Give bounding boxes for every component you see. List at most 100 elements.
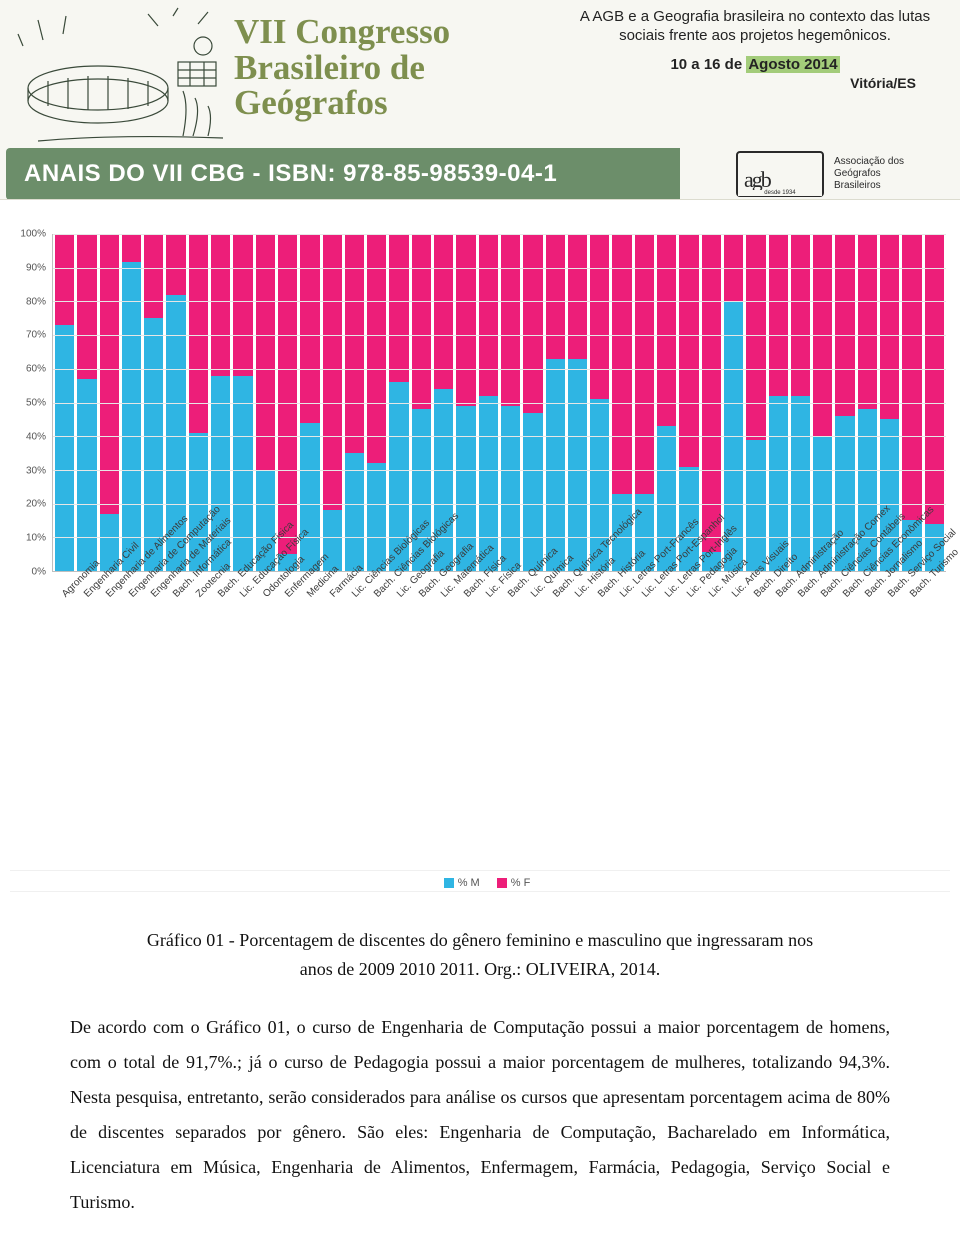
y-tick: 50% (26, 398, 46, 409)
x-tick: Lic. Química (523, 590, 542, 740)
agb-block: agb desde 1934 Associação dos Geógrafos … (680, 148, 960, 200)
legend-label-m: % M (458, 877, 480, 889)
x-tick: Lic. Matemática (434, 590, 453, 740)
bar-segment-f (835, 234, 854, 416)
x-tick: Lic. Ciências Biológicas (344, 590, 363, 740)
bar-segment-f (523, 234, 542, 413)
bar-segment-f (546, 234, 565, 359)
x-tick: Lic. Letras Port-Espanhol (635, 590, 654, 740)
x-tick: Lic. Música (702, 590, 721, 740)
y-tick: 100% (20, 229, 46, 240)
x-tick: Bach. Química (501, 590, 520, 740)
city-line: Vitória/ES (566, 75, 944, 91)
x-tick: Lic. Física (478, 590, 497, 740)
x-tick: Zootecnia (188, 590, 207, 740)
bar-segment-f (233, 234, 252, 376)
bar-segment-f (122, 234, 141, 262)
agb-text-2: Geógrafos (834, 168, 904, 180)
y-tick: 30% (26, 465, 46, 476)
stacked-bar-chart: 0%10%20%30%40%50%60%70%80%90%100% (10, 230, 950, 590)
sketch-illustration (0, 0, 230, 148)
bar-segment-f (858, 234, 877, 409)
context-line: A AGB e a Geografia brasileira no contex… (566, 8, 944, 46)
x-tick: Bach. Administração (769, 590, 788, 740)
y-tick: 90% (26, 262, 46, 273)
agb-logo: agb desde 1934 (736, 151, 824, 197)
x-tick: Engenharia Civil (76, 590, 95, 740)
agb-text-3: Brasileiros (834, 180, 904, 192)
bar-segment-f (323, 234, 342, 510)
bar-segment-f (880, 234, 899, 419)
title-line-2: Brasileiro de (234, 50, 556, 86)
y-tick: 20% (26, 499, 46, 510)
x-tick: Engenharia de Alimentos (99, 590, 118, 740)
header-banner: VII Congresso Brasileiro de Geógrafos A … (0, 0, 960, 200)
x-tick: Bach. Serviço Social (880, 590, 899, 740)
y-tick: 10% (26, 533, 46, 544)
bar-segment-m (77, 379, 96, 571)
x-tick: Bach. Informática (166, 590, 185, 740)
bar-segment-f (902, 234, 921, 520)
bar-segment-m (233, 376, 252, 571)
banner-context: A AGB e a Geografia brasileira no contex… (560, 0, 960, 148)
bar-segment-f (389, 234, 408, 382)
x-tick: Bach. Administração Comex (791, 590, 810, 740)
chart-legend: % M % F (10, 870, 950, 892)
x-tick: Farmácia (322, 590, 341, 740)
y-axis-labels: 0%10%20%30%40%50%60%70%80%90%100% (10, 234, 50, 572)
bar-segment-m (367, 463, 386, 571)
bar-segment-m (501, 406, 520, 571)
x-tick: Bach. Jornalismo (858, 590, 877, 740)
bar-segment-m (568, 359, 587, 571)
bar-segment-m (144, 318, 163, 571)
y-tick: 80% (26, 296, 46, 307)
x-tick: Lic. Educação Física (233, 590, 252, 740)
stadium-sketch-icon (8, 6, 228, 146)
bar-segment-f (456, 234, 475, 406)
x-tick: Lic. Artes Visuais (724, 590, 743, 740)
congress-title: VII Congresso Brasileiro de Geógrafos (230, 0, 560, 148)
isbn-bar: ANAIS DO VII CBG - ISBN: 978-85-98539-04… (6, 148, 680, 200)
bar-segment-m (122, 262, 141, 571)
x-tick: Bach. Ciências Biológicas (367, 590, 386, 740)
bar-segment-f (211, 234, 230, 376)
caption-line-2: anos de 2009 2010 2011. Org.: OLIVEIRA, … (300, 959, 660, 979)
bar-segment-f (925, 234, 944, 524)
bar-segment-f (100, 234, 119, 514)
x-tick: Bach. Ciências Econômicas (835, 590, 854, 740)
bar-segment-f (635, 234, 654, 493)
caption-line-1: Gráfico 01 - Porcentagem de discentes do… (147, 930, 813, 950)
bar-segment-f (278, 234, 297, 554)
bar-segment-f (55, 234, 74, 325)
x-tick: Lic. Pedagogia (679, 590, 698, 740)
bar-segment-f (412, 234, 431, 409)
y-tick: 60% (26, 364, 46, 375)
dates-highlight: Agosto 2014 (746, 56, 839, 73)
title-line-3: Geógrafos (234, 85, 556, 121)
x-tick: Odontologia (255, 590, 274, 740)
agb-text-1: Associação dos (834, 156, 904, 168)
bar-segment-m (546, 359, 565, 571)
bar-segment-f (479, 234, 498, 396)
x-tick: Bach. Educação Física (210, 590, 229, 740)
x-tick: Medicina (300, 590, 319, 740)
y-tick: 40% (26, 431, 46, 442)
agb-since: desde 1934 (738, 190, 822, 196)
bar-segment-m (434, 389, 453, 571)
chart-container: 0%10%20%30%40%50%60%70%80%90%100% Agrono… (0, 200, 960, 900)
banner-top: VII Congresso Brasileiro de Geógrafos A … (0, 0, 960, 148)
bar-segment-f (166, 234, 185, 295)
bar-segment-f (657, 234, 676, 426)
bar-segment-f (679, 234, 698, 467)
x-tick: Bach. Turismo (902, 590, 921, 740)
bar-segment-f (769, 234, 788, 396)
legend-label-f: % F (511, 877, 531, 889)
legend-swatch-m (444, 878, 454, 888)
bar-segment-f (434, 234, 453, 389)
x-tick: Agronomia (54, 590, 73, 740)
y-tick: 70% (26, 330, 46, 341)
x-tick: Bach. Geografia (411, 590, 430, 740)
x-tick: Bach. História (590, 590, 609, 740)
x-tick: Lic. Letras Port-Francês (612, 590, 631, 740)
x-tick: Bach. Ciências Contábeis (813, 590, 832, 740)
